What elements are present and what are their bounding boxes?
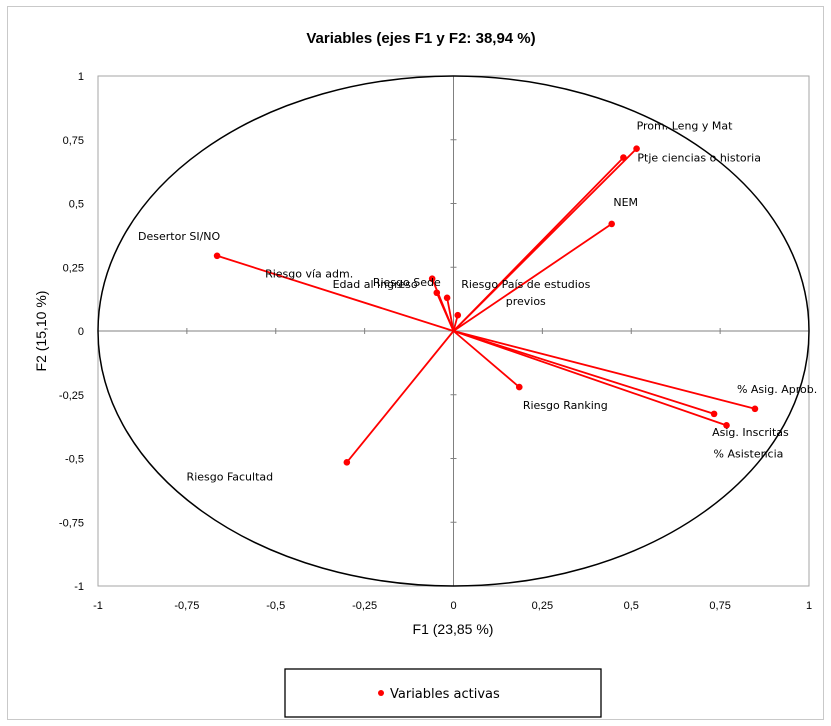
legend-box [284,668,602,718]
chart-title: Variables (ejes F1 y F2: 38,94 %) [306,30,535,47]
vector-label: Desertor SI/NO [138,230,220,243]
vector-label: Riesgo Facultad [187,470,274,483]
vector-point [710,410,718,418]
y-tick-label: -1 [74,581,84,593]
vector-label: NEM [613,196,638,209]
vector-line [453,330,756,410]
vector-point [620,154,627,161]
x-tick-label: 0 [450,600,456,612]
vector-point [428,275,436,283]
legend: Variables activas [284,668,602,718]
legend-marker [378,690,384,696]
x-axis-title: F1 (23,85 %) [413,621,494,637]
vector-label: Riesgo vía adm. [265,268,353,281]
vector-line [452,156,625,332]
y-tick-label: 1 [78,71,84,83]
vector-line [446,297,455,332]
vector-label: Riesgo Ranking [523,399,608,412]
vector-label: % Asistencia [714,447,784,460]
y-tick-label: -0,75 [59,517,84,529]
vector-line [452,330,520,388]
vector-point [723,422,730,429]
vector-point [608,220,615,228]
x-tick-label: 1 [806,600,812,612]
y-tick-label: 0,5 [69,199,84,211]
vector-label: Riesgo Sede [373,276,441,289]
vector-point [633,145,640,152]
x-tick-label: -1 [93,600,103,612]
y-tick-label: -0,25 [59,390,84,402]
vector-label: Edad al ingreso [333,278,418,291]
x-tick-label: 0,5 [624,600,639,612]
legend-label: Variables activas [390,687,500,702]
vector-label: Ptje ciencias o historia [637,152,761,165]
vector-point [515,383,523,391]
vector-point [343,459,351,466]
chart-frame [7,6,824,720]
vector-point [751,405,759,413]
x-tick-label: 0,25 [532,600,553,612]
x-tick-label: -0,5 [266,600,285,612]
y-tick-label: 0 [78,326,84,338]
vector-label: Prom. Leng y Mat [637,120,734,133]
vector-label: % Asig. Aprob. [737,383,817,396]
x-tick-label: -0,25 [352,600,377,612]
vector-line [453,330,727,427]
vector-point [454,311,462,319]
x-tick-label: 0,75 [709,600,730,612]
vector-point [433,289,441,297]
y-axis-title: F2 (15,10 %) [33,291,49,372]
vector-line [435,292,455,332]
x-tick-label: -0,75 [174,600,199,612]
correlation-circle [97,75,810,587]
y-tick-label: -0,5 [65,454,84,466]
vector-line [452,223,613,332]
vector-line [453,330,715,415]
vector-line [216,254,454,332]
vector-label: Asig. Inscritas [712,426,789,439]
y-tick-label: 0,75 [63,135,84,147]
vector-label: previos [506,295,546,308]
vector-point [443,294,451,302]
vector-point [213,252,221,260]
y-tick-label: 0,25 [63,262,84,274]
vector-label: Riesgo País de estudios [461,278,590,291]
vector-line [346,330,455,463]
